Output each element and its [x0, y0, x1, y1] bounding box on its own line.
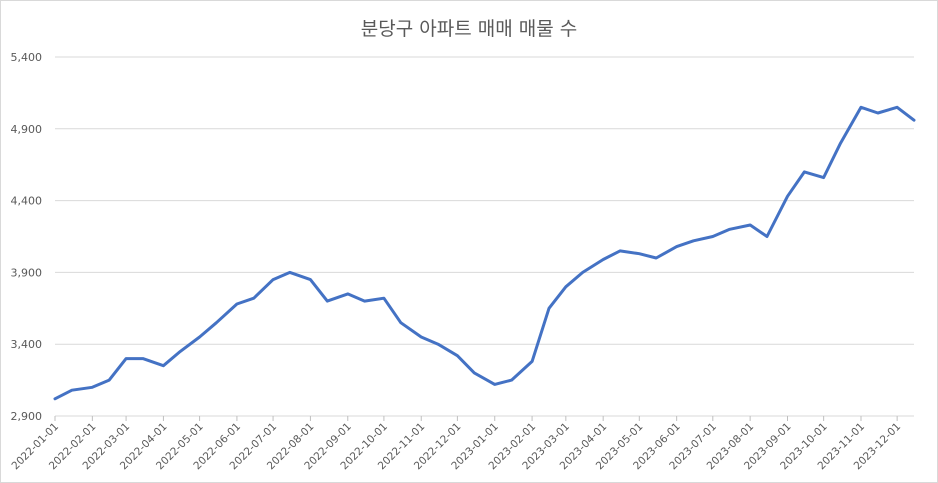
series-group [53, 105, 916, 401]
y-tick-label: 4,400 [11, 195, 43, 208]
y-tick-label: 3,400 [11, 338, 43, 351]
y-tick-label: 4,900 [11, 123, 43, 136]
y-tick-label: 2,900 [11, 410, 43, 423]
y-tick-label: 3,900 [11, 266, 43, 279]
x-axis-ticks: 2022-01-012022-02-012022-03-012022-04-01… [9, 416, 903, 472]
gridlines [55, 56, 914, 417]
chart-title: 분당구 아파트 매매 매물 수 [360, 18, 578, 40]
series-line [53, 105, 916, 401]
y-axis-ticks: 2,900 3,400 3,900 4,400 4,900 5,400 [11, 51, 43, 423]
y-tick-label: 5,400 [11, 51, 43, 64]
